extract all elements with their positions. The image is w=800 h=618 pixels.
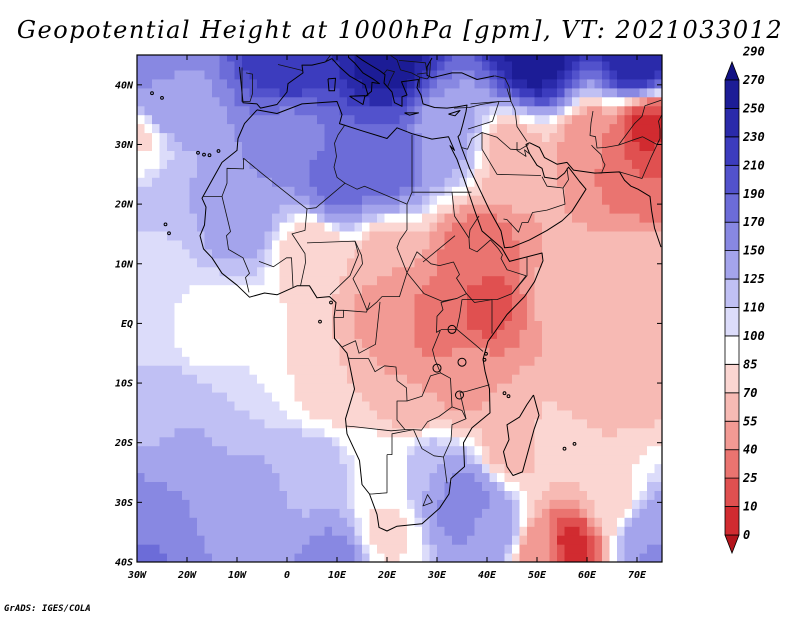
colorbar-arrow-low (724, 534, 740, 555)
colorbar-label: 125 (743, 272, 765, 286)
colorbar-label: 190 (743, 187, 765, 201)
colorbar-label: 290 (742, 45, 765, 59)
grads-credit: GrADS: IGES/COLA (4, 604, 91, 614)
colorbar-swatch (724, 250, 740, 280)
colorbar-label: 40 (743, 443, 757, 457)
height-field (137, 55, 662, 562)
colorbar-swatch (724, 193, 740, 223)
colorbar-swatch (724, 449, 740, 479)
colorbar-swatch (724, 278, 740, 308)
lon-tick-label: 10E (328, 570, 347, 581)
colorbar-label: 170 (743, 215, 765, 229)
colorbar-swatch (724, 477, 740, 507)
colorbar-swatch (724, 108, 740, 138)
colorbar-label: 0 (743, 528, 750, 542)
lat-tick-label: 30S (114, 498, 133, 509)
colorbar-arrow-high (724, 60, 740, 81)
colorbar-swatch (724, 335, 740, 365)
colorbar-swatch (724, 79, 740, 109)
lon-tick-label: 10W (228, 570, 247, 581)
coastlines (150, 55, 662, 532)
colorbar-swatch (724, 221, 740, 251)
colorbar-swatch (724, 307, 740, 337)
colorbar-label: 100 (743, 329, 765, 343)
colorbar-label: 85 (743, 357, 757, 371)
colorbar-swatch (724, 506, 740, 536)
colorbar-swatch (724, 164, 740, 195)
lon-tick-label: 20E (377, 570, 397, 581)
colorbar-swatch (724, 392, 740, 422)
lon-tick-label: 30W (127, 570, 147, 581)
lon-tick-label: 0 (284, 570, 290, 581)
colorbar-label: 150 (743, 244, 765, 258)
lon-tick-label: 50E (528, 570, 547, 581)
lat-tick-label: 20S (114, 438, 133, 449)
colorbar-label: 70 (743, 386, 757, 400)
colorbar: 0 10 25 40 55 70 85 100 110 125 150 170 190 210 230 250… (724, 45, 765, 555)
colorbar-swatch (724, 363, 740, 394)
colorbar-label: 250 (742, 101, 765, 115)
map-title: Geopotential Height at 1000hPa [gpm], VT… (16, 16, 784, 44)
lon-tick-label: 30E (427, 570, 447, 581)
latitude-axis: 40N 30N 20N 10N EQ 10S 20S 30S 40S (114, 80, 662, 569)
colorbar-label: 210 (742, 158, 765, 172)
lon-tick-label: 70E (628, 570, 647, 581)
plot-frame (136, 54, 663, 563)
lat-tick-label: 40N (115, 80, 134, 91)
lon-tick-label: 40E (478, 570, 497, 581)
colorbar-label: 110 (743, 301, 765, 315)
colorbar-label: 10 (743, 500, 757, 514)
colorbar-swatch (724, 136, 740, 166)
colorbar-swatch (724, 420, 740, 451)
colorbar-label: 230 (742, 130, 765, 144)
colorbar-label: 270 (742, 73, 765, 87)
country-borders (202, 55, 662, 507)
lat-tick-label: 10S (115, 379, 133, 390)
lat-tick-label: 40S (115, 558, 133, 569)
lat-tick-label: 20N (114, 200, 134, 211)
lon-tick-label: 60E (578, 570, 597, 581)
lat-tick-label: EQ (121, 319, 133, 330)
colorbar-label: 25 (742, 471, 757, 485)
lon-tick-label: 20W (177, 570, 197, 581)
longitude-axis: 30W 20W 10W 0 10E 20E 30E 40E 50E 60E 70E (127, 55, 647, 581)
lat-tick-label: 10N (115, 259, 134, 270)
colorbar-label: 55 (743, 414, 757, 428)
lat-tick-label: 30N (114, 140, 134, 151)
